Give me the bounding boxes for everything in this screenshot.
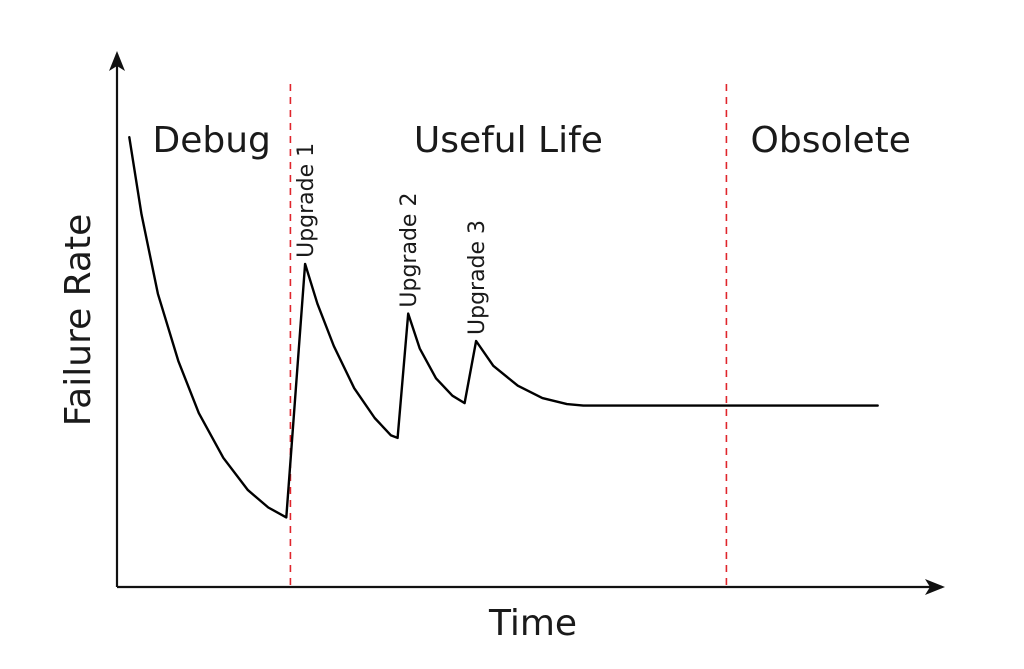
phase-label-useful-life: Useful Life [414,120,603,161]
phase-labels: Debug Useful Life Obsolete [153,120,911,161]
phase-dividers [289,84,728,589]
upgrade-label-2: Upgrade 2 [397,193,422,308]
upgrade-labels: Upgrade 1 Upgrade 2 Upgrade 3 [294,143,490,335]
upgrade-label-1: Upgrade 1 [294,143,319,258]
phase-label-debug: Debug [153,120,271,161]
failure-rate-curve [128,136,879,519]
phase-label-obsolete: Obsolete [751,120,911,161]
y-axis-label: Failure Rate [58,214,99,426]
upgrade-label-3: Upgrade 3 [465,220,490,335]
x-axis-label: Time [488,603,577,644]
